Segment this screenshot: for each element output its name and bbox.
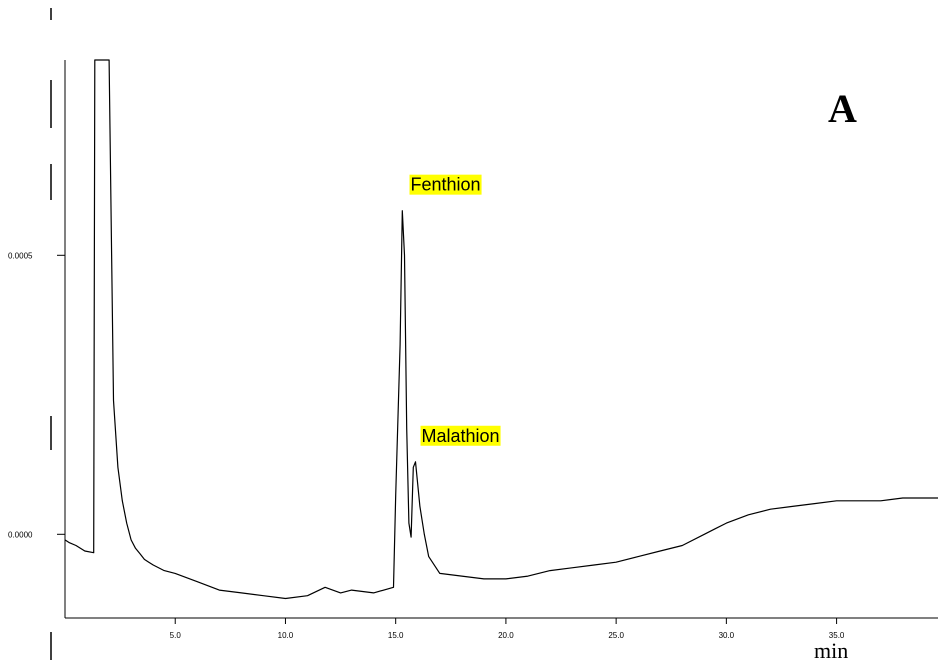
peak-label: Fenthion [411, 175, 481, 195]
peak-annotation: Malathion [420, 425, 501, 446]
y-ticks: 0.0000 0.0005 [8, 251, 65, 539]
x-ticks: 5.0 10.0 15.0 20.0 25.0 30.0 35.0 [170, 618, 845, 640]
x-tick-label: 10.0 [278, 631, 294, 640]
panel-label: A [828, 86, 857, 131]
axes [64, 60, 938, 619]
peak-label: Malathion [422, 426, 500, 446]
y-tick-label: 0.0000 [8, 530, 33, 539]
peak-label-highlight [409, 174, 482, 195]
series-layer [64, 59, 938, 600]
chromatogram-line [64, 59, 938, 600]
peak-label-highlight [420, 425, 501, 446]
peak-annotation: Fenthion [409, 174, 482, 195]
x-tick-label: 20.0 [498, 631, 514, 640]
x-tick-label: 25.0 [608, 631, 624, 640]
x-tick-label: 35.0 [829, 631, 845, 640]
x-axis-label: min [814, 638, 848, 663]
y-tick-label: 0.0005 [8, 251, 33, 260]
x-tick-label: 5.0 [170, 631, 182, 640]
x-tick-label: 15.0 [388, 631, 404, 640]
x-tick-label: 30.0 [719, 631, 735, 640]
annotation-layer: Fenthion Malathion [409, 174, 501, 446]
